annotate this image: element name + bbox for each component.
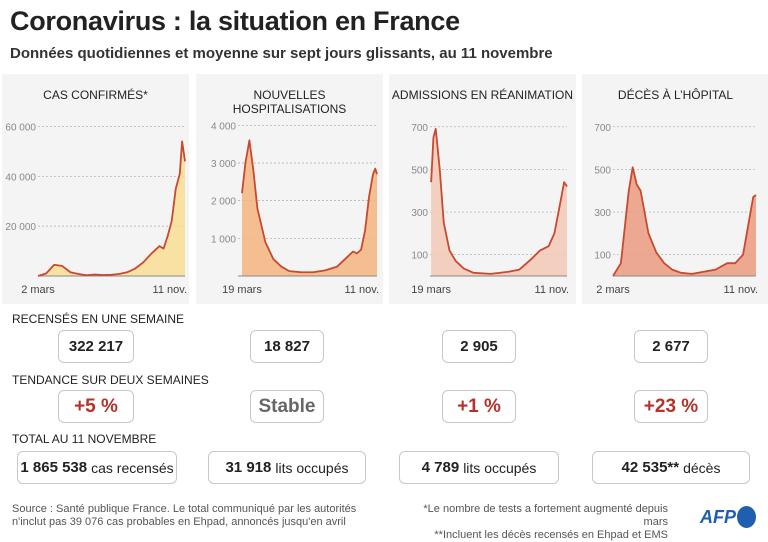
y-tick-label: 300	[594, 208, 611, 219]
x-tick-label: 11 nov.	[345, 284, 379, 296]
trend-cases: +5 %	[58, 390, 134, 423]
weekly-label: RECENSÉS EN UNE SEMAINE	[12, 312, 184, 326]
chart-hospitalisations: 1 000 2 000 3 000 4 000 19 mars 11 nov.	[196, 74, 383, 304]
page-subtitle: Données quotidiennes et moyenne sur sept…	[10, 45, 553, 62]
weekly-cases: 322 217	[58, 330, 134, 363]
total-value: 42 535**	[622, 459, 680, 476]
y-tick-label: 60 000	[5, 122, 36, 133]
trend-reanimation: +1 %	[442, 390, 516, 423]
source-line: n'inclut pas 39 076 cas probables en Ehp…	[12, 516, 356, 529]
weekly-reanimation: 2 905	[442, 330, 516, 363]
total-unit: lits occupés	[463, 460, 536, 476]
chart-reanimation: 100 300 500 700 19 mars 11 nov.	[389, 74, 576, 304]
total-deaths: 42 535**décès	[592, 451, 750, 484]
y-tick-label: 100	[594, 251, 611, 262]
x-tick-label: 11 nov.	[724, 284, 758, 296]
footnote: **Incluent les décès recensés en Ehpad e…	[396, 529, 668, 542]
area-fill	[242, 140, 377, 276]
x-tick-label: 19 mars	[222, 284, 262, 296]
y-tick-label: 20 000	[5, 222, 36, 233]
y-tick-label: 3 000	[211, 159, 236, 170]
x-tick-label: 11 nov.	[153, 284, 187, 296]
y-tick-label: 300	[411, 208, 428, 219]
total-value: 1 865 538	[20, 459, 87, 476]
y-tick-label: 1 000	[211, 234, 236, 245]
total-unit: décès	[683, 460, 720, 476]
footnote: *Le nombre de tests a fortement augmenté…	[396, 503, 668, 529]
weekly-hospitalisations: 18 827	[250, 330, 324, 363]
area-fill	[38, 141, 185, 276]
total-unit: cas recensés	[91, 460, 173, 476]
x-tick-label: 19 mars	[411, 284, 451, 296]
y-tick-label: 700	[411, 123, 428, 134]
total-unit: lits occupés	[275, 460, 348, 476]
area-fill	[613, 167, 756, 276]
trend-hospitalisations: Stable	[250, 390, 324, 423]
x-tick-label: 2 mars	[596, 284, 630, 296]
afp-logo-text: AFP	[700, 507, 736, 528]
x-tick-label: 11 nov.	[535, 284, 569, 296]
source-note: Source : Santé publique France. Le total…	[12, 503, 356, 529]
y-tick-label: 700	[594, 123, 611, 134]
y-tick-label: 4 000	[211, 121, 236, 132]
x-tick-label: 2 mars	[21, 284, 55, 296]
y-tick-label: 40 000	[5, 172, 36, 183]
total-value: 4 789	[422, 459, 460, 476]
y-tick-label: 2 000	[211, 197, 236, 208]
chart-cases: 20 000 40 000 60 000 2 mars 11 nov.	[2, 74, 189, 304]
trend-label: TENDANCE SUR DEUX SEMAINES	[12, 373, 209, 387]
trend-deaths: +23 %	[634, 390, 708, 423]
afp-logo-dot	[737, 506, 756, 528]
chart-deaths: 100 300 500 700 2 mars 11 nov.	[582, 74, 768, 304]
y-tick-label: 100	[411, 251, 428, 262]
total-value: 31 918	[225, 459, 271, 476]
y-tick-label: 500	[411, 165, 428, 176]
y-tick-label: 500	[594, 165, 611, 176]
afp-logo: AFP	[700, 506, 756, 528]
weekly-deaths: 2 677	[634, 330, 708, 363]
source-line: Source : Santé publique France. Le total…	[12, 503, 356, 516]
footnotes: *Le nombre de tests a fortement augmenté…	[396, 503, 668, 542]
total-label: TOTAL AU 11 NOVEMBRE	[12, 432, 156, 446]
page-title: Coronavirus : la situation en France	[10, 6, 460, 37]
